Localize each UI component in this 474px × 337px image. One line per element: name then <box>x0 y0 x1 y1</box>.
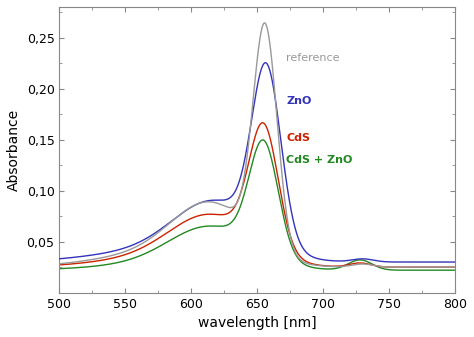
Text: ZnO: ZnO <box>286 96 311 106</box>
Text: CdS: CdS <box>286 132 310 143</box>
Text: reference: reference <box>286 53 340 63</box>
X-axis label: wavelength [nm]: wavelength [nm] <box>198 316 317 330</box>
Text: CdS + ZnO: CdS + ZnO <box>286 155 353 165</box>
Y-axis label: Absorbance: Absorbance <box>7 109 21 191</box>
